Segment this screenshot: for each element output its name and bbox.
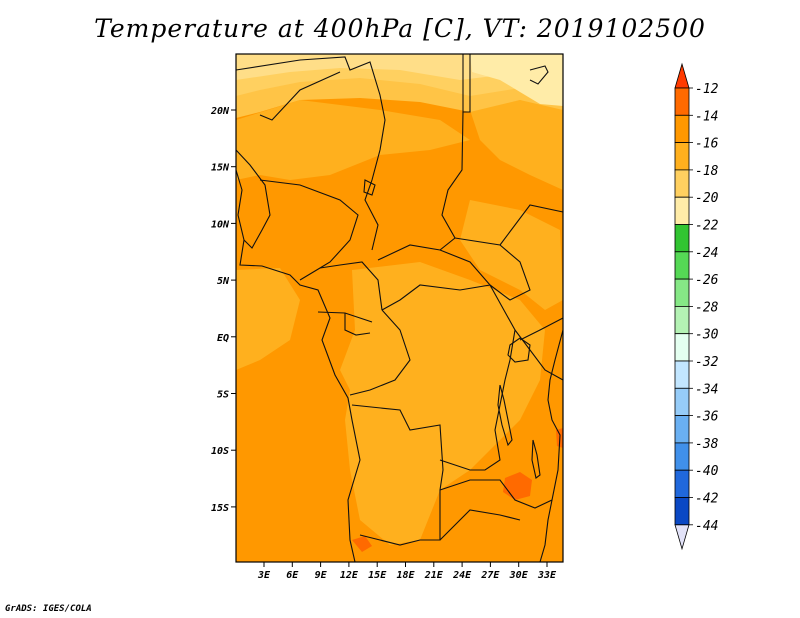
country-borders	[235, 54, 564, 563]
map-title: Temperature at 400hPa [C], VT: 201910250…	[94, 14, 706, 43]
lake-malawi	[531, 439, 541, 479]
colorbar-swatch	[674, 442, 690, 471]
colorbar: -12 -14 -16 -18 -20 -22 -24 -26 -28 -30 -32 -34 -36 -…	[674, 62, 719, 551]
colorbar-label: -18	[695, 164, 719, 179]
border-drc-east	[439, 284, 516, 471]
lon-label: 12E	[340, 570, 359, 581]
lat-label: 5N	[217, 276, 230, 287]
border-kenya-tanzania	[514, 317, 564, 381]
field-region-nw	[236, 100, 470, 180]
colorbar-swatch	[674, 196, 690, 225]
lat-label: 10N	[211, 219, 230, 230]
lon-label: 21E	[424, 570, 444, 581]
colorbar-swatch	[674, 469, 690, 498]
lat-label: 5S	[217, 390, 229, 401]
lake-victoria	[507, 337, 531, 363]
colorbar-swatch	[674, 169, 690, 198]
colorbar-swatch	[674, 497, 690, 526]
lat-label: 10S	[211, 446, 229, 457]
colorbar-swatch	[674, 87, 690, 116]
colorbar-label: -38	[695, 437, 719, 452]
lake-chad	[363, 179, 376, 196]
colorbar-label: -28	[695, 300, 719, 315]
colorbar-label: -34	[695, 382, 718, 397]
colorbar-top-arrow	[674, 62, 690, 89]
colorbar-label: -14	[695, 109, 718, 124]
nile-red-sea-coast	[529, 65, 549, 85]
lon-label: 3E	[257, 570, 271, 581]
colorbar-label: -20	[695, 191, 719, 206]
lon-label: 18E	[396, 570, 415, 581]
colorbar-swatch	[674, 415, 690, 444]
colorbar-label: -16	[695, 137, 719, 152]
border-west-africa	[235, 149, 271, 249]
colorbar-label: -42	[695, 492, 719, 507]
border-ethiopia	[499, 204, 564, 246]
lake-tanganyika	[497, 384, 513, 447]
colorbar-swatch	[674, 114, 690, 144]
colorbar-label: -22	[695, 219, 719, 234]
border-nigeria	[259, 179, 359, 281]
field-region-congo	[340, 262, 545, 545]
border-gabon-eq	[317, 311, 373, 336]
longitude-axis: 3E 6E 9E 12E 15E 18E 21E 24E 27E 30E 33E	[257, 562, 557, 581]
lon-label: 15E	[368, 570, 387, 581]
colorbar-swatch	[674, 224, 690, 253]
lon-label: 24E	[452, 570, 472, 581]
colorbar-swatch	[674, 333, 690, 362]
border-cameroon	[319, 261, 383, 311]
grads-credit: GrADS: IGES/COLA	[5, 604, 92, 614]
map-frame	[235, 53, 564, 563]
colorbar-swatch	[674, 305, 690, 335]
border-zambia	[439, 479, 553, 509]
border-libya-egypt-sudan	[462, 54, 471, 113]
lat-label: EQ	[217, 333, 229, 344]
colorbar-label: -24	[695, 246, 718, 261]
field-region-west	[236, 268, 300, 370]
border-namibia-botswana	[439, 509, 521, 541]
colorbar-swatch	[674, 387, 690, 416]
lon-label: 9E	[315, 570, 328, 581]
temperature-field	[236, 54, 563, 562]
lat-label: 15N	[211, 163, 230, 174]
colorbar-label: -26	[695, 273, 719, 288]
coastline-west	[235, 169, 361, 563]
lon-label: 27E	[480, 570, 500, 581]
colorbar-label: -12	[695, 82, 719, 97]
lon-label: 33E	[537, 570, 557, 581]
border-algeria-libya	[235, 56, 386, 151]
colorbar-label: -44	[695, 519, 718, 534]
border-sudan-chad	[439, 111, 464, 251]
border-congo-drc	[349, 309, 411, 396]
colorbar-label: -36	[695, 410, 719, 425]
colorbar-label: -30	[695, 328, 719, 343]
colorbar-swatch	[674, 278, 690, 307]
latitude-axis: 20N 15N 10N 5N EQ 5S 10S 15S	[210, 106, 236, 514]
field-warm-patch-south	[352, 536, 372, 552]
lon-label: 6E	[286, 570, 299, 581]
colorbar-bottom-arrow	[674, 524, 690, 551]
colorbar-swatch	[674, 251, 690, 280]
colorbar-label: -40	[695, 464, 719, 479]
colorbar-swatch	[674, 142, 690, 171]
colorbar-label: -32	[695, 355, 719, 370]
lon-label: 30E	[509, 570, 529, 581]
border-mali-niger	[259, 71, 341, 121]
colorbar-swatch	[674, 360, 690, 389]
lat-label: 15S	[211, 503, 229, 514]
field-region-ne	[470, 100, 563, 190]
border-south-sudan	[454, 237, 531, 301]
border-niger-chad	[364, 149, 381, 251]
lat-label: 20N	[210, 106, 230, 117]
